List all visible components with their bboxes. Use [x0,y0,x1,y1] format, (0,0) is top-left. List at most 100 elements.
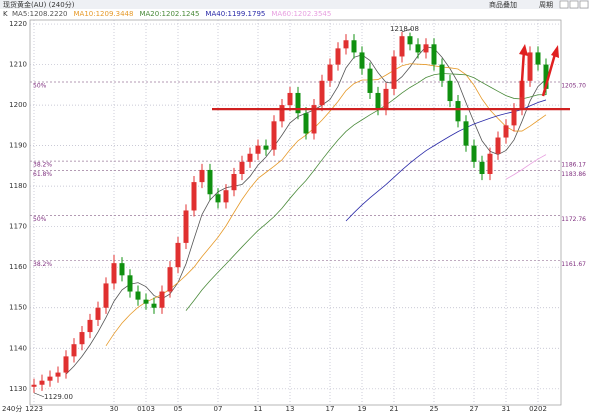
y-tick-label: 1210 [9,61,27,69]
candle-body [183,210,189,243]
y-tick-label: 1170 [9,223,27,231]
toolbar-button[interactable]: 商品叠加 [489,0,517,9]
candle-body [279,105,285,122]
plot-frame [29,19,562,406]
annotation-leader [33,392,45,398]
candle-body [255,145,261,154]
x-tick-label: 25 [430,405,439,413]
candle-body [423,44,429,53]
candle-body [31,384,37,387]
legend-item: MA60:1202.3545 [271,10,331,18]
x-tick-label: 05 [174,405,183,413]
legend-prefix: K [3,10,8,18]
arrow-head [519,44,528,56]
toolbar-button[interactable]: 周期 [539,1,553,9]
x-tick-label: 0202 [529,405,547,413]
candle-body [71,344,77,357]
arrow-head [551,45,559,58]
candle-body [543,64,549,89]
candle-body [391,56,397,89]
candle-body [375,92,381,110]
candle-body [343,40,349,49]
candle-body [103,283,109,308]
arrow [519,49,526,98]
x-tick-label: 30 [110,405,119,413]
candle-body [231,174,237,191]
legend-item: MA20:1202.1245 [139,10,199,18]
candle-body [351,40,357,53]
y-tick-label: 1200 [9,101,27,109]
candle-body [535,52,541,65]
candle-body [151,303,157,308]
candle-body [199,169,205,183]
candle-body [335,48,341,65]
fib-pct: 38.2% [33,261,52,268]
candle-body [271,121,277,150]
candle-body [39,380,45,385]
x-tick-label: 1223 [25,405,43,413]
fib-value: 1172.76 [561,216,586,223]
candle-body [159,291,165,308]
ma-line [505,154,547,180]
candle-body [111,263,117,284]
candle-body [503,125,509,138]
candle-body [527,52,533,81]
candle-body [407,36,413,45]
candle-body [295,92,301,114]
candle-body [207,169,213,195]
candle-body [479,161,485,174]
candle-body [447,80,453,102]
candle-body [431,44,437,65]
chart-title: 现货黄金(AU) (240分) [3,0,75,9]
period-label: 240分 [2,404,22,413]
icon-button[interactable] [569,0,579,9]
candle-body [239,161,245,174]
icon-button[interactable] [559,0,569,9]
candle-body [463,121,469,146]
y-tick-label: 1140 [9,344,27,352]
header-bar [0,0,589,9]
x-tick-label: 07 [214,405,223,413]
x-tick-label: 0103 [137,405,155,413]
icon-button[interactable] [579,0,589,9]
candle-body [263,145,269,150]
fib-value: 1205.70 [561,83,586,90]
arrow [541,53,557,97]
candle-body [215,194,221,203]
fib-pct: 50% [33,216,47,223]
annotation-leader [401,28,413,33]
x-tick-label: 19 [358,405,367,413]
candle-body [247,153,253,162]
candle-body [143,299,149,304]
candle-body [311,105,317,134]
y-tick-label: 1190 [9,142,27,150]
candle-body [383,88,389,110]
candle-body [87,319,93,333]
x-tick-label: 21 [390,405,399,413]
candle-body [79,332,85,345]
arrows [519,44,559,98]
candle-body [55,372,61,377]
candle-body [511,109,517,126]
candle-body [495,137,501,154]
candle-body [455,101,461,122]
ma-line [185,73,546,311]
fib-value: 1186.17 [561,162,586,169]
x-tick-label: 27 [470,405,479,413]
candle-body [303,113,309,134]
fib-value: 1161.67 [561,261,586,268]
candle-body [439,64,445,81]
candle-body [191,182,197,211]
fib-pct: 38.2% [33,162,52,169]
annotation: 1129.00 [44,393,73,401]
candle-body [359,52,365,69]
y-tick-label: 1220 [9,20,27,28]
annotation: 1218.08 [390,25,419,33]
x-tick-label: 31 [502,405,511,413]
candle-body [287,92,293,106]
legend-item: MA10:1209.3448 [74,10,134,18]
candle-body [487,153,493,174]
legend-item: MA5:1208.2220 [12,10,68,18]
y-tick-label: 1160 [9,263,27,271]
